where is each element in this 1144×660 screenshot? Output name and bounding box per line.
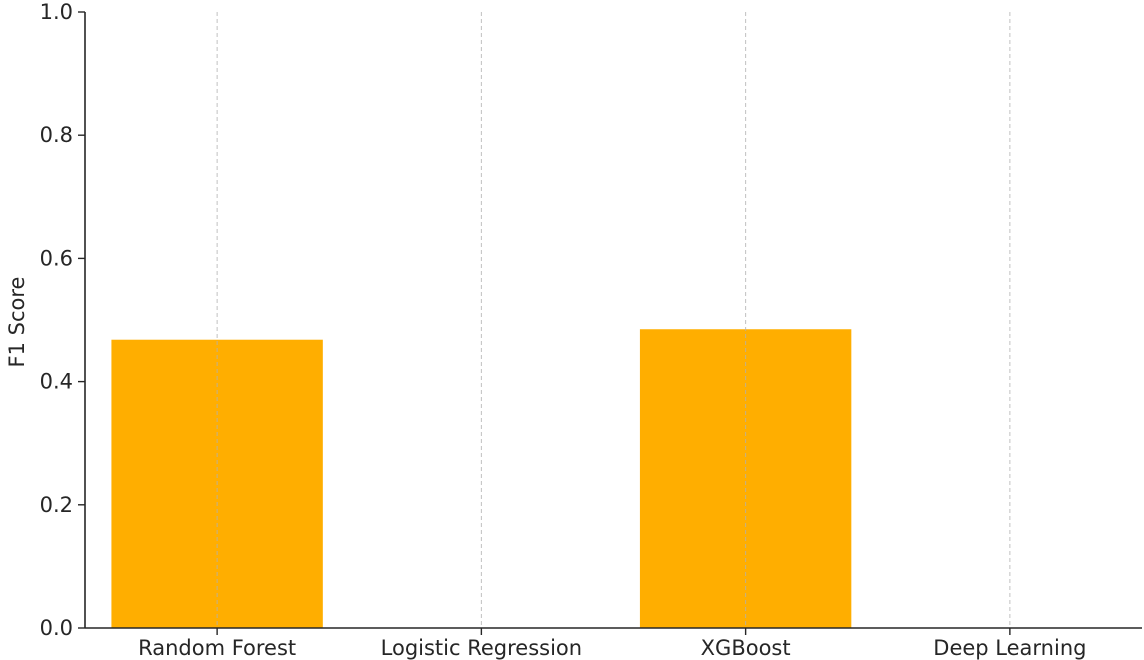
x-tick-label: Logistic Regression [381, 636, 582, 660]
x-tick-label: XGBoost [701, 636, 791, 660]
x-ticks: Random Forest Logistic Regression XGBoost D… [138, 628, 1086, 660]
axes [84, 12, 1142, 629]
y-tick-label: 0.6 [40, 246, 73, 270]
x-tick-label: Random Forest [138, 636, 296, 660]
y-tick-label: 0.2 [40, 493, 73, 517]
y-ticks: 0.0 0.2 0.4 0.6 0.8 1.0 [40, 0, 85, 640]
y-tick-label: 0.8 [40, 123, 73, 147]
x-tick-label: Deep Learning [933, 636, 1086, 660]
y-axis-label: F1 Score [5, 277, 29, 368]
y-tick-label: 0.0 [40, 616, 73, 640]
y-tick-label: 0.4 [40, 370, 73, 394]
bar-xgboost [639, 329, 852, 628]
bars-layer [111, 329, 852, 628]
grid-overlay [216, 12, 1011, 628]
y-tick-label: 1.0 [40, 0, 73, 24]
